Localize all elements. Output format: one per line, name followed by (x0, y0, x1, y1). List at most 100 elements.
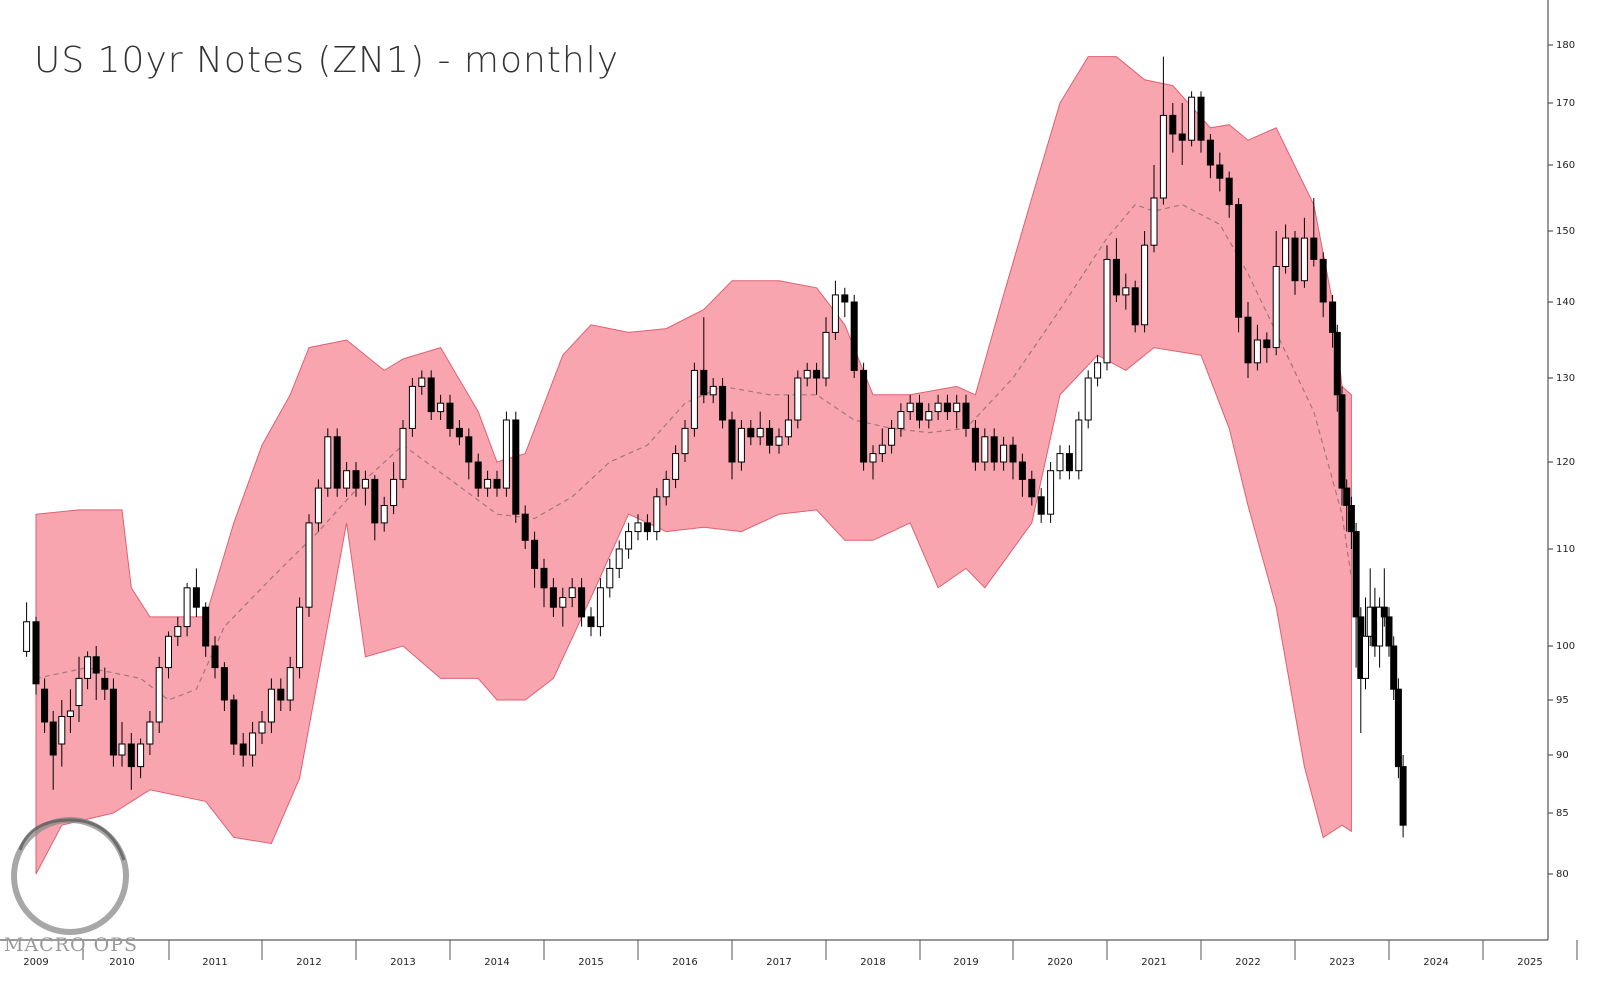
y-tick-label: 80 (1556, 869, 1569, 880)
x-tick-label: 2012 (296, 957, 321, 968)
x-tick-label: 2011 (202, 957, 227, 968)
candle (1319, 252, 1327, 318)
candle-body-up (1272, 266, 1280, 349)
candle-body-down (1244, 316, 1252, 364)
candle-body-up (822, 331, 830, 379)
candle-body-up (343, 470, 351, 489)
candle (1225, 171, 1233, 218)
candle (756, 411, 764, 446)
candle (1347, 496, 1355, 549)
candle-body-up (653, 496, 661, 533)
candle (249, 722, 257, 767)
candle (58, 700, 66, 767)
candle (971, 420, 979, 471)
candle (1131, 280, 1139, 333)
candle (155, 656, 163, 733)
candle-body-down (465, 436, 473, 463)
candle-body-up (408, 385, 416, 429)
bollinger-band-area (35, 56, 1352, 875)
candle-body-down (1343, 487, 1351, 507)
candle-body-down (220, 667, 228, 701)
x-axis: 2009 2010 2011 2012 2013 2014 2015 2016 2017 2018… (0, 939, 1578, 968)
candle-body-up (286, 667, 294, 701)
candle (1333, 324, 1341, 412)
x-tick-label: 2014 (484, 957, 509, 968)
candle (1150, 165, 1158, 253)
chart-title: US 10yr Notes (ZN1) - monthly (34, 40, 620, 81)
candle (831, 280, 839, 340)
candle-body-down (352, 470, 360, 489)
candle (878, 428, 886, 462)
candle-body-down (1235, 204, 1243, 318)
candle (137, 738, 145, 779)
candle (66, 689, 74, 733)
candle (1065, 445, 1073, 480)
candle-body-up (1141, 244, 1149, 326)
y-tick-label: 85 (1556, 808, 1569, 819)
candle (860, 362, 868, 471)
candle (220, 662, 228, 711)
candle (32, 616, 40, 695)
candle (437, 394, 445, 420)
candle-body-up (75, 677, 83, 707)
y-axis: 80 85 90 95 100 110 120 130 140 150 160 170 180 (1547, 0, 1575, 940)
candle (465, 428, 473, 480)
candle (1394, 678, 1402, 779)
candle (766, 420, 774, 454)
candle-body-up (380, 505, 388, 524)
candle (1253, 324, 1261, 371)
candle-body-down (578, 587, 586, 618)
y-tick-label: 170 (1556, 98, 1575, 109)
candle (1362, 597, 1369, 690)
candle (653, 488, 661, 541)
candle-body-down (971, 427, 979, 463)
candle-body-down (521, 513, 529, 541)
candle (681, 420, 689, 462)
candle (493, 470, 501, 497)
candle-body-up (756, 427, 764, 438)
candle-body-down (766, 427, 774, 446)
candle (305, 514, 313, 617)
candle (1094, 355, 1102, 387)
candle (286, 656, 294, 711)
candle-body-up (305, 522, 313, 608)
candle-body-down (943, 402, 951, 413)
candle-body-down (1197, 96, 1205, 141)
candle-body-up (267, 688, 275, 723)
candle-body-up (58, 716, 66, 745)
candle-body-down (371, 478, 379, 524)
candle-body-down (101, 677, 109, 690)
candle (1009, 436, 1017, 480)
candle-body-up (1253, 339, 1261, 364)
candle (700, 317, 708, 404)
candle (92, 646, 100, 700)
candle (869, 445, 877, 480)
bollinger-band (35, 56, 1352, 875)
candle (925, 403, 933, 429)
candle-body-down (747, 427, 755, 438)
candle-body-up (296, 606, 304, 669)
candle (1056, 445, 1064, 480)
x-tick-label: 2018 (860, 957, 885, 968)
candle-body-down (1352, 531, 1360, 618)
candle-body-down (860, 369, 868, 463)
candle-body-up (784, 419, 792, 438)
candle (109, 678, 117, 767)
candle (943, 394, 951, 420)
candle (1263, 332, 1271, 363)
candle (794, 370, 802, 429)
candle (1197, 91, 1205, 153)
candle (427, 370, 435, 420)
candle-body-down (1009, 444, 1017, 463)
candle-body-down (1131, 287, 1139, 326)
candle-body-up (146, 721, 154, 745)
candle-body-down (1333, 331, 1341, 396)
y-tick-label: 110 (1556, 544, 1575, 555)
candle (1291, 231, 1299, 295)
candle (662, 470, 670, 506)
y-tick-label: 180 (1556, 40, 1575, 51)
candle (101, 667, 109, 700)
candle-body-down (239, 743, 247, 756)
candle-body-down (446, 402, 454, 429)
